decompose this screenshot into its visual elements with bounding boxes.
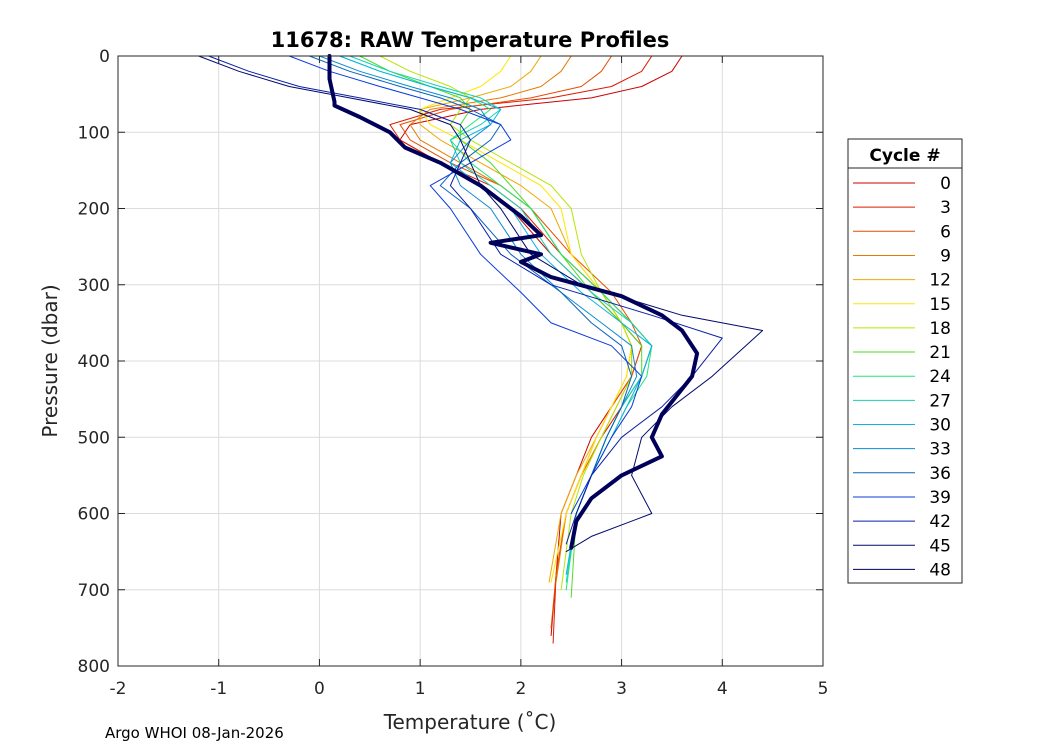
y-tick-label: 500 (78, 428, 110, 448)
profile-line-cycle-18 (379, 55, 633, 591)
plot-frame (117, 55, 824, 667)
series-group (198, 54, 764, 644)
x-tick-label: 3 (616, 679, 627, 699)
x-tick-label: -1 (210, 679, 227, 699)
legend-label-0: 0 (940, 174, 951, 194)
legend-label-21: 21 (929, 343, 951, 363)
legend-box (847, 138, 963, 584)
y-tick-label: 100 (78, 123, 110, 143)
y-tick-label: 400 (78, 352, 110, 372)
legend-label-6: 6 (940, 222, 951, 242)
x-tick-label: 2 (515, 679, 526, 699)
x-tick-label: 0 (314, 679, 325, 699)
chart-title: 11678: RAW Temperature Profiles (271, 28, 670, 52)
x-tick-label: -2 (110, 679, 127, 699)
legend-label-24: 24 (929, 367, 951, 387)
y-tick-label: 800 (78, 657, 110, 677)
legend-label-42: 42 (929, 512, 951, 532)
legend-label-3: 3 (940, 198, 951, 218)
profile-line-cycle-42 (208, 55, 723, 545)
legend-label-18: 18 (929, 319, 951, 339)
x-tick-labels: -2 -1 0 1 2 3 4 5 (110, 679, 829, 699)
y-tick-labels: 0 100 200 300 400 500 600 700 800 (78, 47, 110, 677)
legend-label-39: 39 (929, 488, 951, 508)
profile-line-cycle-39 (288, 55, 643, 514)
legend-label-45: 45 (929, 536, 951, 556)
x-tick-label: 4 (717, 679, 728, 699)
legend-label-36: 36 (929, 464, 951, 484)
y-tick-label: 700 (78, 581, 110, 601)
legend-label-30: 30 (929, 416, 951, 436)
legend-label-15: 15 (929, 295, 951, 315)
legend-title: Cycle # (869, 146, 940, 166)
x-axis-label: Temperature (˚C) (383, 710, 557, 734)
y-tick-label: 200 (78, 200, 110, 220)
profile-line-cycle-30 (339, 55, 653, 575)
y-tick-label: 0 (99, 47, 110, 67)
legend-label-27: 27 (929, 391, 951, 411)
footer-credit: Argo WHOI 08-Jan-2026 (105, 724, 284, 742)
legend-label-9: 9 (940, 246, 951, 266)
profile-line-cycle-45 (198, 55, 764, 553)
profile-line-cycle-48 (327, 54, 700, 550)
y-tick-label: 300 (78, 276, 110, 296)
y-tick-label: 600 (78, 505, 110, 525)
x-tick-label: 5 (818, 679, 829, 699)
y-axis-label: Pressure (dbar) (38, 284, 62, 437)
legend-label-48: 48 (929, 560, 951, 580)
legend-label-33: 33 (929, 440, 951, 460)
legend-label-12: 12 (929, 271, 951, 291)
x-tick-label: 1 (415, 679, 426, 699)
